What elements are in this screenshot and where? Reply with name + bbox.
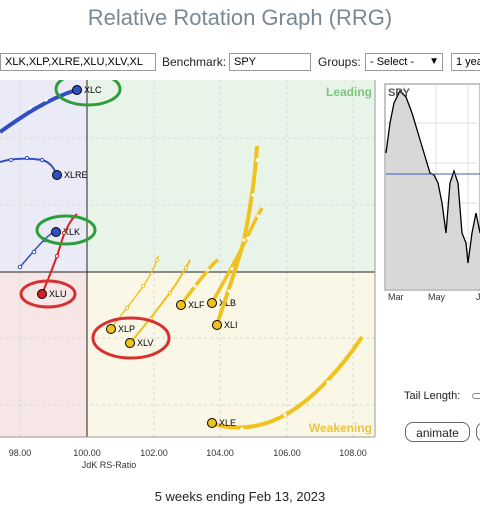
period-select-value: 1 yea [456,56,480,68]
xlk-point[interactable] [51,227,61,237]
tail-length-label: Tail Length: [404,390,461,402]
animate-button[interactable]: animate [405,422,470,442]
x-tick-label: 100.00 [73,448,101,458]
xlre-label: XLRE [64,170,88,180]
xlv-point[interactable] [125,338,135,348]
x-tick-label: 98.00 [9,448,32,458]
x-axis-title: JdK RS-Ratio [82,460,137,470]
xlc-label: XLC [84,85,102,95]
weakening-quadrant [87,272,375,437]
leading-quadrant [87,80,375,272]
spy-mini-chart: SPY Mar May J [384,83,480,302]
xlp-label: XLP [118,324,135,334]
benchmark-label: Benchmark: [162,55,227,69]
x-tick-label: 106.00 [273,448,301,458]
rrg-chart: Leading Weakening XLC XLRE XLK XLU XLP X [0,80,376,470]
xle-point[interactable] [207,418,217,428]
xlb-label: XLB [219,298,236,308]
tail-xlc: XLC [0,85,102,134]
xlp-point[interactable] [106,324,116,334]
xlu-label: XLU [49,289,67,299]
xlre-point[interactable] [52,170,62,180]
tail-xlre: XLRE [0,155,88,180]
xli-point[interactable] [212,320,222,330]
tail-xle: XLE [207,335,364,431]
xle-label: XLE [219,418,236,428]
tail-xlf: XLF [176,258,219,310]
weakening-label: Weakening [309,421,372,435]
xlf-point[interactable] [176,300,186,310]
xli-label: XLI [224,320,238,330]
page-title: Relative Rotation Graph (RRG) [87,5,393,30]
chevron-down-icon: ▼ [429,56,439,67]
groups-select[interactable]: - Select - ▼ [365,53,443,71]
spy-x-tick: Mar [388,292,404,302]
x-tick-label: 102.00 [140,448,168,458]
benchmark-input[interactable]: SPY [229,53,311,71]
symbols-input[interactable]: XLK,XLP,XLRE,XLU,XLV,XL [0,53,156,71]
groups-select-value: - Select - [370,56,415,68]
xlc-point[interactable] [72,85,82,95]
spy-price-line [385,89,480,264]
toolbar: XLK,XLP,XLRE,XLU,XLV,XL [0,48,480,74]
x-tick-label: 108.00 [339,448,367,458]
tail-length-slider[interactable] [472,393,480,399]
date-range-footer: 5 weeks ending Feb 13, 2023 [154,489,326,504]
next-control-button[interactable] [476,422,480,442]
leading-label: Leading [326,85,372,99]
period-select[interactable]: 1 yea [451,53,480,71]
highlight-circle-xlp-xlv [91,316,171,360]
highlight-circle-xlc [54,80,122,107]
xlf-label: XLF [188,300,205,310]
x-tick-label: 104.00 [206,448,234,458]
highlight-circle-xlu [19,279,77,309]
xlk-label: XLK [63,227,80,237]
highlight-circle-xlk [35,214,97,246]
spy-x-tick: J [476,292,480,302]
groups-label: Groups: [318,55,361,69]
spy-mini-title: SPY [388,87,411,99]
xlu-point[interactable] [37,289,47,299]
spy-price-area [386,91,480,289]
gridlines [0,80,375,437]
tail-xli: XLI [212,145,259,330]
xlb-point[interactable] [207,298,217,308]
xlv-label: XLV [137,338,153,348]
spy-x-tick: May [428,292,446,302]
